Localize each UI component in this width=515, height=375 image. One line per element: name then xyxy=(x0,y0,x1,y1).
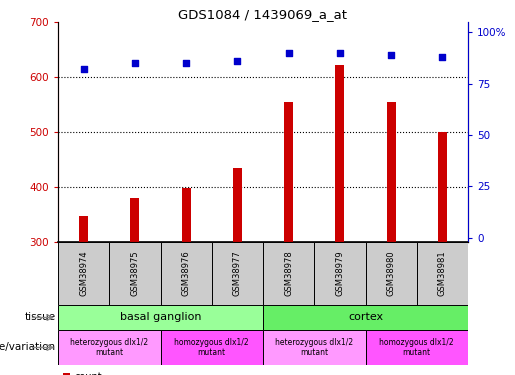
Bar xyxy=(263,242,314,305)
Text: heterozygous dlx1/2
mutant: heterozygous dlx1/2 mutant xyxy=(275,338,353,357)
Text: heterozygous dlx1/2
mutant: heterozygous dlx1/2 mutant xyxy=(70,338,148,357)
Bar xyxy=(79,216,88,242)
Text: GSM38975: GSM38975 xyxy=(130,251,140,296)
Bar xyxy=(263,305,468,330)
Bar xyxy=(366,242,417,305)
Bar xyxy=(263,330,366,365)
Text: homozygous dlx1/2
mutant: homozygous dlx1/2 mutant xyxy=(380,338,454,357)
Text: homozygous dlx1/2
mutant: homozygous dlx1/2 mutant xyxy=(175,338,249,357)
Text: GSM38977: GSM38977 xyxy=(233,251,242,296)
Bar xyxy=(181,188,191,242)
Bar xyxy=(387,102,396,242)
Point xyxy=(79,66,88,72)
Bar xyxy=(417,242,468,305)
Text: count: count xyxy=(75,372,102,375)
Bar xyxy=(109,242,161,305)
Point xyxy=(438,54,447,60)
Point xyxy=(387,52,395,58)
Text: basal ganglion: basal ganglion xyxy=(120,312,201,322)
Point xyxy=(233,58,242,64)
Text: GSM38980: GSM38980 xyxy=(387,251,396,296)
Point xyxy=(336,50,344,56)
Bar xyxy=(212,242,263,305)
Text: GSM38978: GSM38978 xyxy=(284,251,293,296)
Point xyxy=(131,60,139,66)
Bar xyxy=(58,330,161,365)
Bar xyxy=(58,305,263,330)
Bar xyxy=(335,65,345,242)
Bar xyxy=(233,168,242,242)
Bar xyxy=(130,198,140,242)
Bar xyxy=(161,242,212,305)
Text: tissue: tissue xyxy=(24,312,56,322)
Bar xyxy=(58,242,109,305)
Text: GSM38979: GSM38979 xyxy=(335,251,345,296)
Text: GSM38974: GSM38974 xyxy=(79,251,88,296)
Bar xyxy=(366,330,468,365)
Bar xyxy=(284,102,293,242)
Text: cortex: cortex xyxy=(348,312,383,322)
Point xyxy=(182,60,190,66)
Bar xyxy=(438,132,447,242)
Bar xyxy=(314,242,366,305)
Point xyxy=(284,50,293,56)
Text: genotype/variation: genotype/variation xyxy=(0,342,56,352)
Text: GSM38976: GSM38976 xyxy=(182,251,191,296)
Title: GDS1084 / 1439069_a_at: GDS1084 / 1439069_a_at xyxy=(179,8,348,21)
Text: GSM38981: GSM38981 xyxy=(438,251,447,296)
Bar xyxy=(161,330,263,365)
